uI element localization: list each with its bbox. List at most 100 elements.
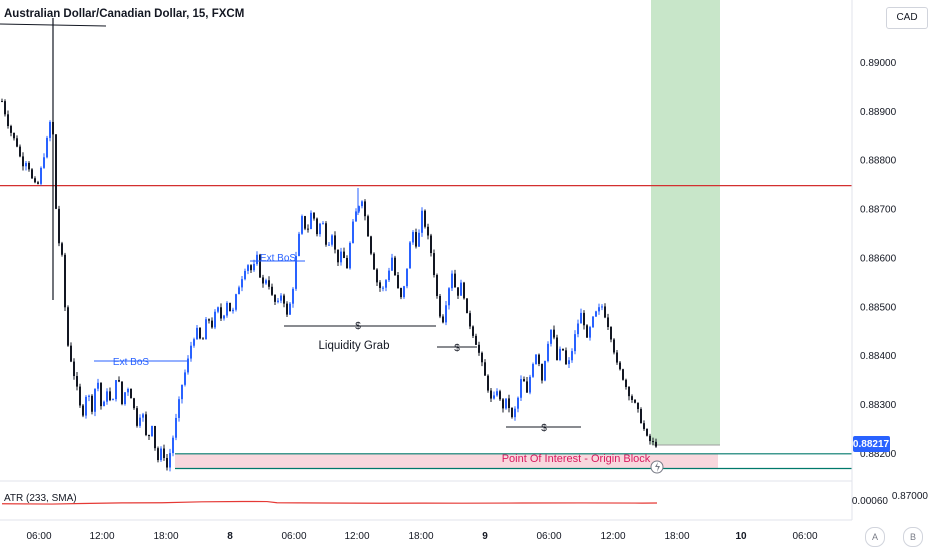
- candle-body: [28, 162, 30, 170]
- candle-body: [196, 327, 198, 340]
- candle-body: [406, 268, 408, 287]
- candle-body: [37, 182, 39, 184]
- candle-body: [97, 382, 99, 389]
- current-price-label: 0.88217: [853, 439, 890, 450]
- candle-body: [562, 348, 564, 351]
- candle-body: [331, 235, 333, 245]
- candle-body: [361, 201, 363, 207]
- candle-body: [388, 270, 390, 281]
- candle-body: [85, 396, 87, 416]
- candle-body: [499, 391, 501, 400]
- candle-body: [91, 395, 93, 412]
- candle-body: [76, 376, 78, 387]
- candle-body: [55, 134, 57, 209]
- x-tick-label: 18:00: [664, 531, 689, 542]
- candle-body: [649, 435, 651, 442]
- candle-body: [142, 414, 144, 418]
- candle-body: [193, 339, 195, 346]
- candle-body: [421, 210, 423, 233]
- candle-body: [217, 307, 219, 312]
- candle-body: [517, 397, 519, 409]
- candle-body: [61, 243, 63, 255]
- candle-body: [322, 223, 324, 225]
- candle-body: [625, 379, 627, 388]
- candle-body: [4, 101, 6, 115]
- candle-body: [7, 114, 9, 127]
- candle-body: [160, 448, 162, 461]
- candle-body: [13, 132, 15, 139]
- candle-body: [355, 211, 357, 222]
- auto-scale-button[interactable]: A: [865, 527, 885, 547]
- atr-line: [1, 500, 658, 505]
- candle-body: [19, 146, 21, 157]
- x-tick-label: 12:00: [89, 531, 114, 542]
- candle-body: [199, 327, 201, 339]
- candle-body: [79, 386, 81, 406]
- candle-body: [226, 302, 228, 316]
- candle-body: [253, 263, 255, 271]
- log-scale-button[interactable]: B: [903, 527, 923, 547]
- candle-body: [265, 280, 267, 284]
- candle-body: [505, 398, 507, 409]
- candle-body: [433, 253, 435, 275]
- y-tick-label: 0.88400: [860, 351, 897, 362]
- y-tick-label: 0.89000: [860, 58, 897, 69]
- candle-body: [187, 358, 189, 373]
- candle-body: [646, 428, 648, 436]
- candle-body: [172, 437, 174, 454]
- candle-body: [154, 425, 156, 449]
- candle-body: [496, 391, 498, 396]
- atr-indicator-label[interactable]: ATR (233, SMA): [4, 493, 77, 504]
- candle-body: [655, 441, 657, 447]
- candle-body: [106, 391, 108, 402]
- poi-zone: [175, 453, 718, 469]
- x-tick-label: 10: [735, 531, 747, 542]
- y-tick-label: 0.88500: [860, 302, 897, 313]
- candle-body: [262, 277, 264, 284]
- candle-body: [556, 337, 558, 361]
- candle-body: [136, 408, 138, 426]
- candle-body: [67, 307, 69, 346]
- candle-body: [100, 382, 102, 407]
- candle-body: [280, 295, 282, 301]
- candle-body: [502, 399, 504, 409]
- x-tick-label: 06:00: [26, 531, 51, 542]
- y-tick-label: 0.88800: [860, 156, 897, 167]
- candle-body: [379, 282, 381, 288]
- candle-body: [46, 137, 48, 158]
- candle-body: [16, 138, 18, 147]
- candle-body: [427, 226, 429, 236]
- candle-body: [574, 334, 576, 352]
- candle-body: [604, 306, 606, 318]
- candle-body: [145, 414, 147, 435]
- x-tick-label: 18:00: [153, 531, 178, 542]
- candle-body: [241, 279, 243, 288]
- candle-body: [343, 251, 345, 258]
- candle-body: [190, 345, 192, 359]
- candle-body: [166, 458, 168, 468]
- candle-body: [571, 351, 573, 361]
- candle-body: [622, 369, 624, 380]
- candle-body: [325, 223, 327, 245]
- candle-body: [475, 335, 477, 345]
- candle-body: [334, 235, 336, 250]
- candle-body: [328, 244, 330, 246]
- candle-body: [94, 388, 96, 412]
- candle-body: [346, 257, 348, 269]
- candle-body: [472, 326, 474, 336]
- candle-body: [637, 402, 639, 410]
- candle-body: [652, 441, 654, 443]
- currency-button[interactable]: CAD: [886, 7, 928, 29]
- candle-body: [88, 395, 90, 397]
- candle-body: [205, 319, 207, 340]
- liquidity-dollar: $: [355, 321, 361, 332]
- candle-body: [448, 288, 450, 306]
- candle-body: [175, 417, 177, 438]
- atr-value: 0.00060: [851, 496, 888, 507]
- chart-title: Australian Dollar/Canadian Dollar, 15, F…: [4, 8, 245, 20]
- candle-body: [511, 408, 513, 418]
- candle-body: [274, 294, 276, 302]
- candle-body: [514, 408, 516, 418]
- candle-body: [466, 298, 468, 314]
- candle-body: [451, 273, 453, 289]
